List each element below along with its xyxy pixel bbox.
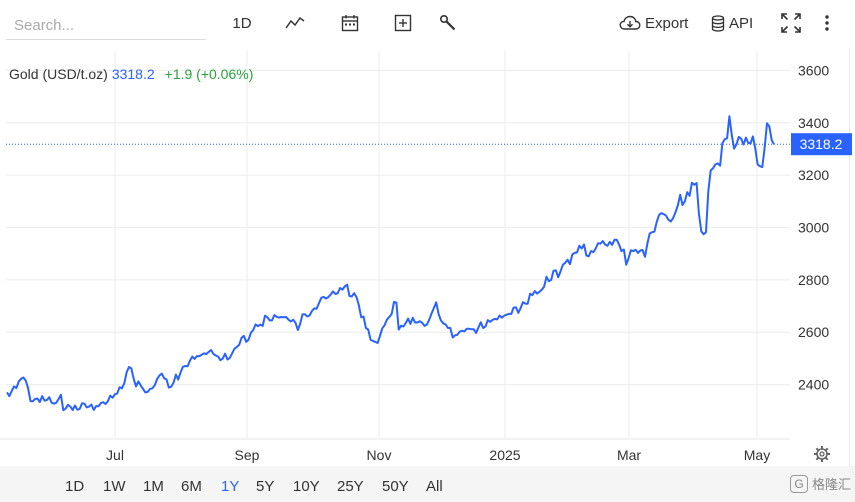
more-menu-icon[interactable] (820, 10, 834, 36)
watermark-logo-icon: G (789, 474, 808, 493)
x-tick-label: Jul (106, 447, 124, 463)
cloud-download-icon (619, 15, 641, 30)
range-button-5y[interactable]: 5Y (256, 478, 275, 495)
watermark-label: 格隆汇 (811, 477, 851, 492)
range-button-1w[interactable]: 1W (103, 478, 126, 495)
legend-price: 3318.2 (111, 66, 155, 82)
range-selector: 1D 1W 1M 6M 1Y 5Y 10Y 25Y 50Y All (0, 466, 855, 502)
range-button-50y[interactable]: 50Y (382, 478, 409, 495)
y-tick-label: 2800 (798, 272, 829, 288)
range-button-1m[interactable]: 1M (143, 478, 164, 495)
range-button-10y[interactable]: 10Y (293, 478, 320, 495)
calendar-icon[interactable] (340, 10, 360, 36)
price-tag: 3318.2 (791, 133, 852, 156)
price-tag-label: 3318.2 (800, 136, 843, 152)
add-indicator-icon[interactable] (393, 10, 413, 36)
api-label: API (729, 14, 754, 32)
legend-name: Gold (USD/t.oz) (9, 66, 108, 82)
legend-change: +1.9 (+0.06%) (164, 66, 254, 82)
range-button-1d[interactable]: 1D (65, 478, 85, 495)
range-button-all[interactable]: All (426, 478, 443, 495)
database-icon (711, 14, 725, 32)
y-tick-label: 3400 (798, 115, 829, 131)
y-tick-label: 3000 (798, 220, 829, 236)
export-button[interactable]: Export (619, 10, 691, 36)
search-input[interactable] (6, 12, 206, 40)
y-tick-label: 3200 (798, 167, 829, 183)
x-tick-label: May (744, 447, 770, 463)
api-button[interactable]: API (711, 10, 757, 36)
range-button-1y[interactable]: 1Y (221, 478, 240, 495)
x-tick-label: Mar (617, 447, 641, 463)
export-label: Export (645, 14, 689, 32)
gold-price-line (6, 115, 775, 412)
y-tick-label: 3600 (798, 62, 829, 78)
fullscreen-icon[interactable] (780, 10, 802, 36)
watermark: G 格隆汇 (789, 474, 851, 493)
chart-area[interactable] (6, 48, 850, 466)
range-button-6m[interactable]: 6M (181, 478, 202, 495)
y-tick-label: 2600 (798, 324, 829, 340)
toolbar: 1D Export API (0, 0, 855, 48)
x-tick-label: Sep (235, 447, 260, 463)
wrench-icon[interactable] (438, 10, 458, 36)
settings-gear-icon[interactable] (814, 446, 830, 462)
chart-type-icon[interactable] (284, 10, 306, 36)
range-button-25y[interactable]: 25Y (337, 478, 364, 495)
chart-legend: Gold (USD/t.oz) 3318.2 +1.9 (+0.06%) (9, 66, 253, 82)
x-tick-label: Nov (367, 447, 392, 463)
y-tick-label: 2400 (798, 377, 829, 393)
x-tick-label: 2025 (489, 447, 520, 463)
interval-button[interactable]: 1D (232, 14, 252, 32)
